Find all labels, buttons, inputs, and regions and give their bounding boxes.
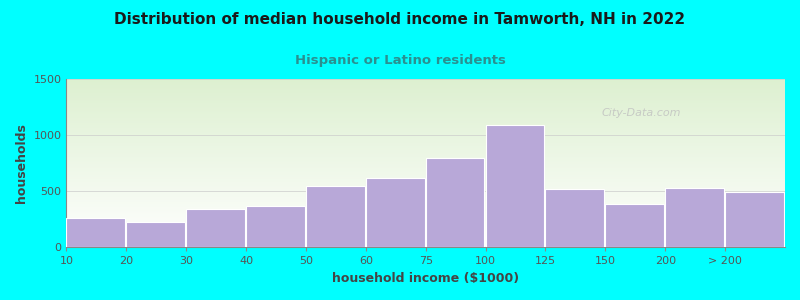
Text: Hispanic or Latino residents: Hispanic or Latino residents: [294, 54, 506, 67]
Y-axis label: households: households: [15, 123, 28, 203]
Bar: [186, 209, 245, 248]
Bar: [725, 192, 784, 248]
X-axis label: household income ($1000): household income ($1000): [332, 272, 519, 285]
Bar: [126, 222, 185, 247]
Text: City-Data.com: City-Data.com: [602, 108, 681, 118]
Text: Distribution of median household income in Tamworth, NH in 2022: Distribution of median household income …: [114, 12, 686, 27]
Bar: [666, 188, 724, 248]
Bar: [246, 206, 305, 247]
Bar: [546, 189, 604, 248]
Bar: [66, 218, 125, 248]
Bar: [366, 178, 425, 247]
Bar: [486, 125, 544, 248]
Bar: [606, 204, 664, 248]
Bar: [306, 186, 365, 247]
Bar: [426, 158, 484, 248]
